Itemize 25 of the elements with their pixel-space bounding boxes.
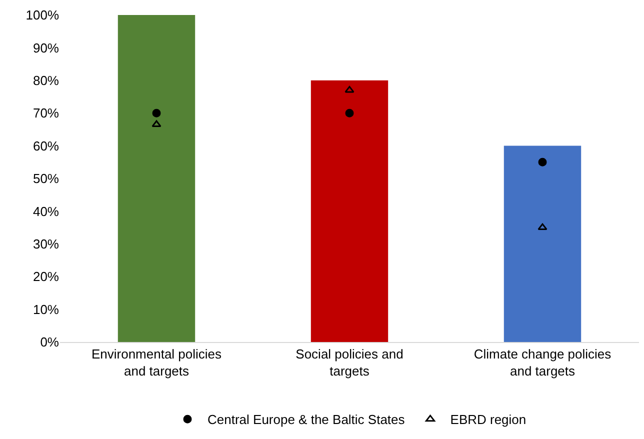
y-tick-label: 40% bbox=[32, 204, 60, 219]
y-tick-label: 20% bbox=[32, 269, 60, 284]
y-tick-label: 90% bbox=[32, 40, 60, 56]
y-tick-label: 70% bbox=[32, 106, 60, 121]
x-tick-label: Climate change policies and targets bbox=[474, 346, 612, 378]
y-tick-label: 0% bbox=[40, 334, 60, 350]
y-tick-label: 60% bbox=[32, 138, 60, 154]
y-tick-label: 100% bbox=[26, 8, 60, 23]
point bbox=[152, 120, 162, 128]
y-tick-label: 80% bbox=[32, 72, 60, 88]
point bbox=[345, 108, 354, 118]
y-tick-label: 50% bbox=[32, 171, 60, 186]
x-tick-label: Environmental policies and targets bbox=[91, 346, 222, 378]
x-tick-label: Social policies and targets bbox=[296, 346, 404, 378]
legend-label: Central Europe & the Baltic States bbox=[208, 412, 406, 428]
point bbox=[344, 86, 354, 93]
point bbox=[538, 158, 547, 166]
bar bbox=[310, 80, 388, 342]
y-tick-label: 30% bbox=[32, 236, 60, 252]
point bbox=[152, 108, 161, 118]
bar bbox=[118, 15, 196, 342]
bar bbox=[504, 146, 582, 342]
y-tick-label: 10% bbox=[32, 302, 60, 317]
point bbox=[538, 223, 548, 230]
legend-label: EBRD region bbox=[450, 412, 526, 428]
